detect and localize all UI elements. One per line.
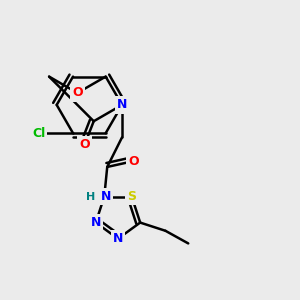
Text: Cl: Cl bbox=[32, 127, 45, 140]
Text: O: O bbox=[128, 154, 139, 167]
Text: N: N bbox=[91, 216, 101, 229]
Text: N: N bbox=[117, 98, 127, 111]
Text: O: O bbox=[72, 86, 83, 99]
Text: N: N bbox=[113, 232, 123, 245]
Text: S: S bbox=[127, 190, 136, 203]
Text: H: H bbox=[86, 191, 95, 202]
Text: O: O bbox=[79, 138, 90, 151]
Text: N: N bbox=[100, 190, 111, 203]
